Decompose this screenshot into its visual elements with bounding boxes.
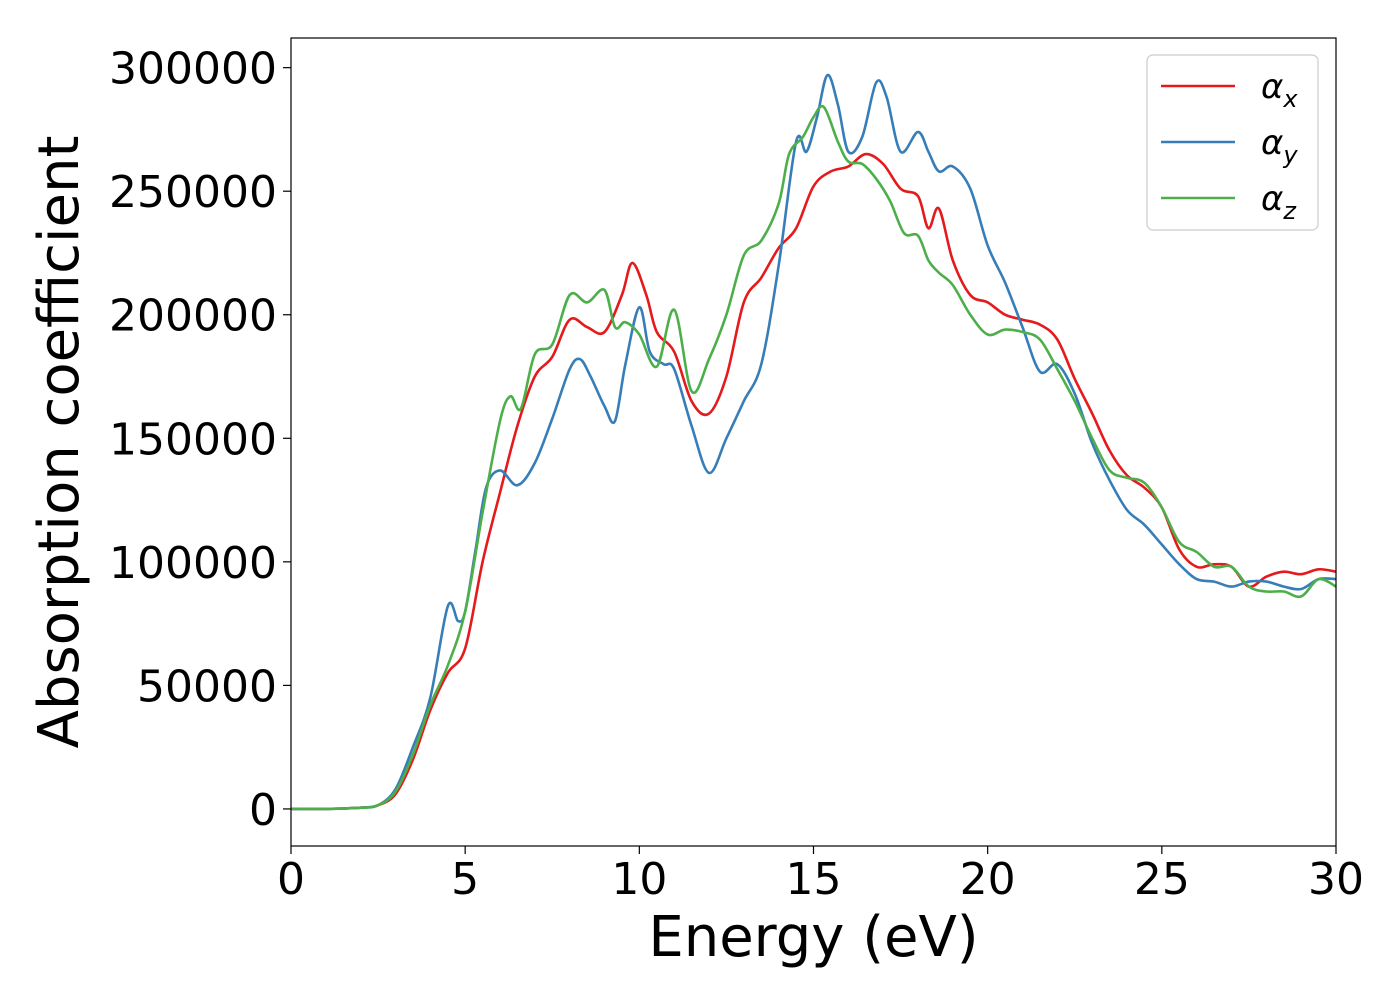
y-tick-label: 250000 bbox=[109, 167, 277, 218]
y-tick-label: 50000 bbox=[137, 661, 277, 712]
x-tick-label: 15 bbox=[786, 854, 842, 905]
y-axis-ticks: 0 50000 100000 150000 200000 250000 300000 bbox=[109, 44, 291, 836]
y-tick-label: 100000 bbox=[109, 538, 277, 589]
x-tick-label: 25 bbox=[1134, 854, 1190, 905]
y-tick-label: 0 bbox=[249, 785, 277, 836]
x-tick-label: 20 bbox=[960, 854, 1016, 905]
x-tick-label: 30 bbox=[1308, 854, 1364, 905]
y-tick-label: 150000 bbox=[109, 414, 277, 465]
series-layer bbox=[291, 73, 1336, 811]
x-tick-label: 5 bbox=[451, 854, 479, 905]
y-tick-label: 300000 bbox=[109, 44, 277, 95]
x-tick-label: 0 bbox=[277, 854, 305, 905]
x-tick-label: 10 bbox=[611, 854, 667, 905]
series-line-alpha-z bbox=[291, 104, 1336, 811]
y-axis-title: Absorption coefficient bbox=[27, 136, 92, 749]
x-axis-title: Energy (eV) bbox=[648, 905, 978, 970]
y-tick-label: 200000 bbox=[109, 291, 277, 342]
x-axis-ticks: 0 5 10 15 20 25 30 bbox=[277, 846, 1364, 905]
